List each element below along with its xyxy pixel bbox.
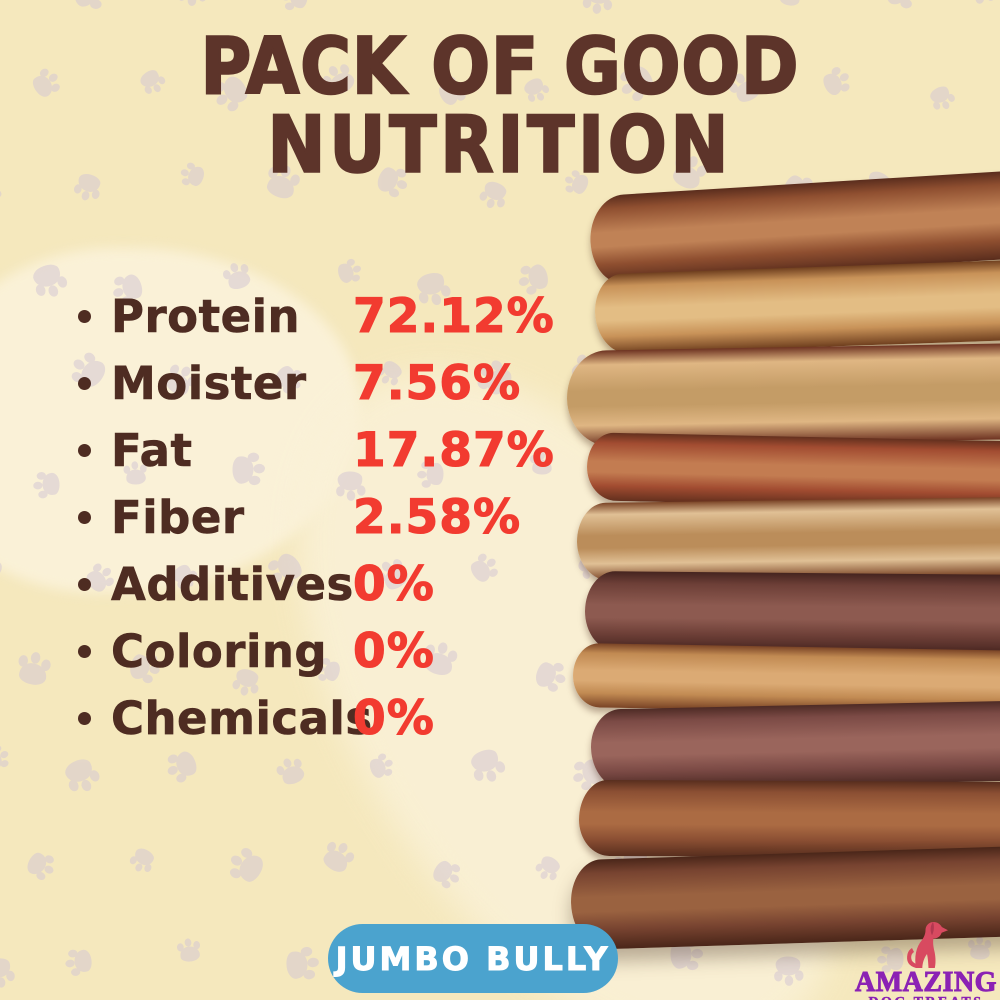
paw-print-icon: [235, 850, 267, 886]
bully-stick: [576, 496, 1000, 582]
bullet-icon: [78, 511, 91, 524]
brand-name: AMAZING: [855, 967, 997, 998]
paw-print-icon: [179, 945, 201, 963]
nutrient-label: Protein: [111, 290, 301, 344]
paw-print-icon: [279, 762, 307, 788]
paw-print-icon: [72, 948, 94, 974]
brand-tagline: DOG TREATS: [852, 995, 1000, 1000]
bullet-icon: [78, 645, 91, 658]
bullet-icon: [78, 444, 91, 457]
paw-print-icon: [289, 0, 309, 9]
bullet-icon: [78, 712, 91, 725]
paw-print-icon: [24, 850, 50, 878]
nutrient-label: Fiber: [111, 491, 245, 545]
bullet-icon: [78, 310, 91, 323]
nutrition-list: Protein 72.12% Moister 7.56% Fat 17.87% …: [72, 283, 572, 752]
title-line-1: PACK OF GOOD: [199, 22, 800, 112]
nutrition-row: Chemicals 0%: [72, 685, 572, 752]
paw-print-icon: [74, 0, 96, 7]
bully-sticks-photo: [565, 169, 1000, 951]
bullet-icon: [78, 578, 91, 591]
paw-print-icon: [62, 755, 96, 787]
bully-stick: [590, 700, 1000, 790]
nutrient-value: 0%: [352, 690, 435, 746]
page-title: PACK OF GOOD NUTRITION: [0, 22, 1000, 191]
nutrient-label: Additives: [111, 558, 354, 612]
paw-print-icon: [970, 936, 990, 960]
sitting-dog-icon: [852, 918, 1000, 970]
paw-print-icon: [0, 747, 6, 773]
nutrient-value: 0%: [352, 556, 435, 612]
paw-print-icon: [284, 950, 310, 980]
nutrition-row: Fat 17.87%: [72, 417, 572, 484]
bully-stick: [566, 342, 1000, 448]
nutrient-value: 17.87%: [352, 422, 555, 478]
bully-stick: [578, 779, 1000, 859]
nutrient-value: 2.58%: [352, 489, 522, 545]
paw-print-icon: [0, 956, 12, 980]
nutrient-value: 7.56%: [352, 355, 522, 411]
nutrition-row: Protein 72.12%: [72, 283, 572, 350]
nutrition-row: Coloring 0%: [72, 618, 572, 685]
product-size-badge: JUMBO BULLY: [328, 924, 618, 993]
nutrition-row: Fiber 2.58%: [72, 484, 572, 551]
nutrient-label: Chemicals: [111, 692, 373, 746]
paw-print-icon: [320, 846, 352, 876]
paw-print-icon: [584, 0, 612, 5]
nutrient-label: Moister: [111, 357, 307, 411]
nutrient-value: 72.12%: [352, 288, 555, 344]
title-line-2: NUTRITION: [266, 101, 733, 191]
paw-print-icon: [172, 748, 200, 780]
nutrient-value: 0%: [352, 623, 435, 679]
paw-print-icon: [884, 0, 910, 7]
bully-stick: [593, 259, 1000, 355]
paw-print-icon: [131, 845, 157, 869]
nutrient-label: Fat: [111, 424, 193, 478]
paw-print-icon: [532, 451, 552, 475]
brand-logo: AMAZING DOG TREATS: [852, 918, 1000, 1000]
nutrition-row: Additives 0%: [72, 551, 572, 618]
bully-stick: [584, 571, 1000, 655]
bullet-icon: [78, 377, 91, 390]
paw-print-icon: [779, 0, 801, 7]
nutrient-label: Coloring: [111, 625, 328, 679]
paw-print-icon: [335, 261, 357, 285]
nutrition-row: Moister 7.56%: [72, 350, 572, 417]
paw-print-icon: [17, 661, 49, 687]
